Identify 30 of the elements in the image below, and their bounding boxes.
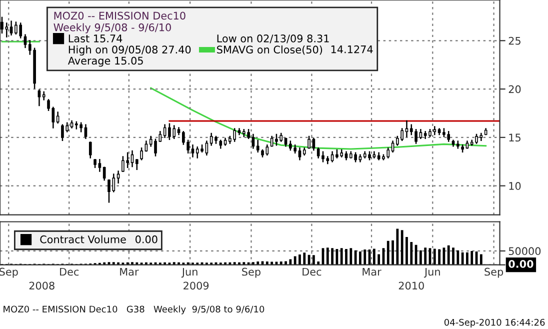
- x-tick-label: Sep: [0, 268, 18, 278]
- x-tick-label: Dec: [302, 268, 322, 276]
- annotation: Last 15.74: [68, 34, 122, 42]
- y-tick-label: 15: [509, 134, 520, 142]
- y-tick-label: 20: [508, 85, 521, 94]
- y-tick-label: 50000: [508, 247, 541, 256]
- x-tick-label: Sep: [242, 268, 260, 278]
- x2-tick-label: 2009: [184, 282, 209, 290]
- legend-label: SMAVG on Close(50): [217, 45, 322, 55]
- x-tick-label: Mar: [120, 268, 139, 276]
- annotation: 14.1274: [331, 45, 373, 54]
- legend-label: Contract Volume: [40, 235, 126, 244]
- x2-tick-label: 2008: [29, 282, 54, 290]
- text: 04-Sep-2010 16:44:26: [444, 318, 545, 328]
- x2-tick-label: 2010: [398, 282, 424, 290]
- annotation: Low on 02/13/09 8.31: [217, 34, 329, 44]
- text: Weekly 9/5/08 - 9/6/10: [54, 23, 171, 34]
- text: MOZ0 -- EMISSION Dec10 G38 Weekly 9/5/08 to 9/6/10: [4, 306, 264, 314]
- y-tick-label: 0.00: [508, 260, 534, 268]
- text: MOZ0 -- EMISSION Dec10: [54, 12, 186, 20]
- x-tick-label: Jun: [181, 268, 198, 278]
- x-tick-label: Mar: [362, 268, 382, 276]
- x-tick-label: Jun: [424, 268, 440, 278]
- annotation: High on 09/05/08 27.40: [68, 45, 191, 56]
- x-tick-label: Sep: [484, 268, 504, 278]
- y-tick-label: 10: [509, 182, 521, 190]
- x-tick-label: Dec: [60, 268, 79, 276]
- annotation: 0.00: [136, 235, 158, 244]
- annotation: Average 15.05: [68, 56, 143, 67]
- y-tick-label: 25: [508, 36, 520, 45]
